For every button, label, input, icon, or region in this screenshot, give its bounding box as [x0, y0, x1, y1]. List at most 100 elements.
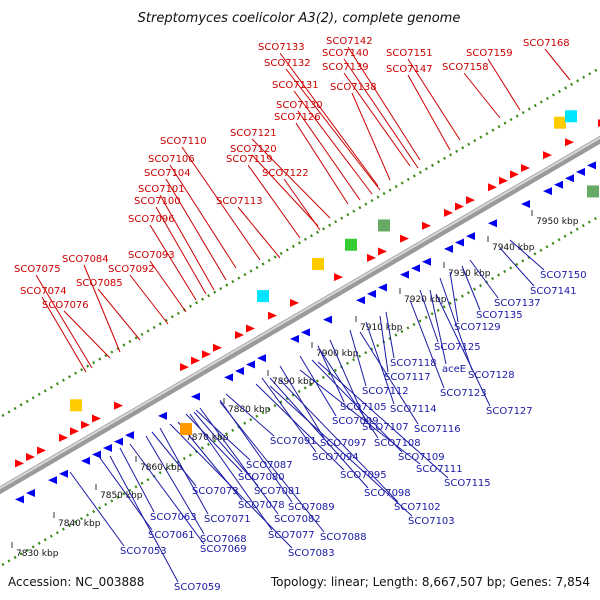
feature-box [565, 110, 577, 123]
scale-tick-label: 7920 kbp [404, 295, 447, 305]
reverse-gene-label: SCO7087 [246, 460, 293, 471]
forward-gene-arrow [543, 151, 552, 160]
forward-gene-label: SCO7168 [523, 38, 570, 49]
feature-box [587, 185, 599, 198]
forward-gene-arrow [191, 356, 200, 365]
forward-gene-label: SCO7085 [76, 278, 123, 289]
reverse-gene-arrow [235, 366, 244, 375]
forward-gene-label: SCO7131 [272, 80, 319, 91]
reverse-gene-label: SCO7105 [340, 402, 387, 413]
forward-gene-arrow [246, 324, 255, 333]
forward-gene-label: SCO7113 [216, 196, 263, 207]
forward-gene-arrow [81, 420, 90, 429]
reverse-gene-arrow [246, 360, 255, 369]
reverse-gene-label: SCO7078 [238, 500, 285, 511]
reverse-gene-arrow [565, 174, 574, 183]
reverse-gene-arrow [59, 469, 68, 478]
forward-gene-label: SCO7121 [230, 128, 277, 139]
reverse-gene-label: SCO7129 [454, 322, 501, 333]
reverse-gene-label: SCO7094 [312, 452, 359, 463]
reverse-gene-arrow [81, 456, 90, 465]
scale-tick-label: 7850 kbp [100, 491, 143, 501]
reverse-gene-label: SCO7150 [540, 270, 587, 281]
feature-box [312, 257, 324, 270]
forward-gene-arrow [334, 273, 343, 282]
forward-gene-label: SCO7074 [20, 286, 67, 297]
reverse-gene-label: SCO7135 [476, 310, 523, 321]
reverse-gene-label: SCO7112 [362, 386, 409, 397]
forward-gene-label: SCO7110 [160, 136, 207, 147]
forward-gene-arrow [202, 350, 211, 359]
scale-tick-label: 7830 kbp [16, 549, 59, 559]
scale-tick-label: 7890 kbp [272, 377, 315, 387]
reverse-gene-label: SCO7097 [320, 438, 367, 449]
forward-gene-arrow [15, 459, 24, 468]
forward-gene-label: SCO7151 [386, 48, 433, 59]
forward-gene-arrow [59, 433, 68, 442]
forward-gene-arrow [378, 247, 387, 256]
forward-gene-label: SCO7133 [258, 42, 305, 53]
reverse-gene-arrow [158, 411, 167, 420]
reverse-gene-label: SCO7053 [120, 546, 167, 557]
reverse-gene-arrow [378, 283, 387, 292]
forward-gene-arrow [180, 363, 189, 372]
reverse-gene-arrow [466, 232, 475, 241]
forward-gene-label: SCO7130 [276, 100, 323, 111]
reverse-gene-arrow [455, 238, 464, 247]
feature-box [70, 399, 82, 412]
reverse-gene-label: SCO7118 [390, 358, 437, 369]
reverse-gene-arrow [543, 187, 552, 196]
feature-box [378, 219, 390, 232]
feature-box [180, 423, 192, 436]
forward-gene-arrow [444, 208, 453, 217]
reverse-gene-label: SCO7128 [468, 370, 515, 381]
reverse-gene-label: SCO7125 [434, 342, 481, 353]
forward-gene-label: SCO7119 [226, 154, 273, 165]
reverse-gene-arrow [400, 270, 409, 279]
forward-gene-arrow [37, 446, 46, 455]
reverse-gene-label: aceE [442, 364, 466, 375]
reverse-gene-arrow [48, 476, 57, 485]
reverse-gene-label: SCO7141 [530, 286, 577, 297]
forward-gene-label: SCO7104 [144, 168, 191, 179]
reverse-gene-arrow [521, 199, 530, 208]
forward-gene-label: SCO7147 [386, 64, 433, 75]
reverse-gene-label: SCO7069 [200, 544, 247, 555]
forward-gene-arrow [499, 176, 508, 185]
forward-gene-label: SCO7093 [128, 250, 175, 261]
forward-gene-label: SCO7076 [42, 300, 89, 311]
reverse-gene-arrow [444, 244, 453, 253]
reverse-gene-arrow [257, 354, 266, 363]
reverse-gene-label: SCO7073 [192, 486, 239, 497]
reverse-gene-label: SCO7083 [288, 548, 335, 559]
accession-text: Accession: NC_003888 [8, 575, 144, 589]
reverse-gene-label: SCO7089 [288, 502, 335, 513]
forward-gene-arrow [114, 401, 123, 410]
reverse-gene-label: SCO7098 [364, 488, 411, 499]
reverse-gene-label: SCO7099 [332, 416, 379, 427]
scale-tick-label: 7880 kbp [228, 405, 271, 415]
reverse-gene-label: SCO7077 [268, 530, 315, 541]
forward-gene-arrow [565, 138, 574, 147]
forward-gene-arrow [213, 343, 222, 352]
scale-tick-label: 7950 kbp [536, 217, 579, 227]
scale-tick-label: 7930 kbp [448, 269, 491, 279]
feature-box [554, 116, 566, 129]
reverse-gene-arrow [554, 180, 563, 189]
forward-gene-arrow [455, 202, 464, 211]
forward-gene-label: SCO7096 [128, 214, 175, 225]
reverse-gene-label: SCO7123 [440, 388, 487, 399]
forward-gene-label: SCO7122 [262, 168, 309, 179]
forward-gene-arrow [235, 330, 244, 339]
reverse-gene-label: SCO7117 [384, 372, 431, 383]
reverse-gene-arrow [92, 450, 101, 459]
reverse-gene-label: SCO7115 [444, 478, 491, 489]
reverse-gene-arrow [576, 167, 585, 176]
forward-gene-label: SCO7159 [466, 48, 513, 59]
genome-backbone [0, 135, 600, 495]
scale-tick-label: 7860 kbp [140, 463, 183, 473]
feature-box [345, 238, 357, 251]
